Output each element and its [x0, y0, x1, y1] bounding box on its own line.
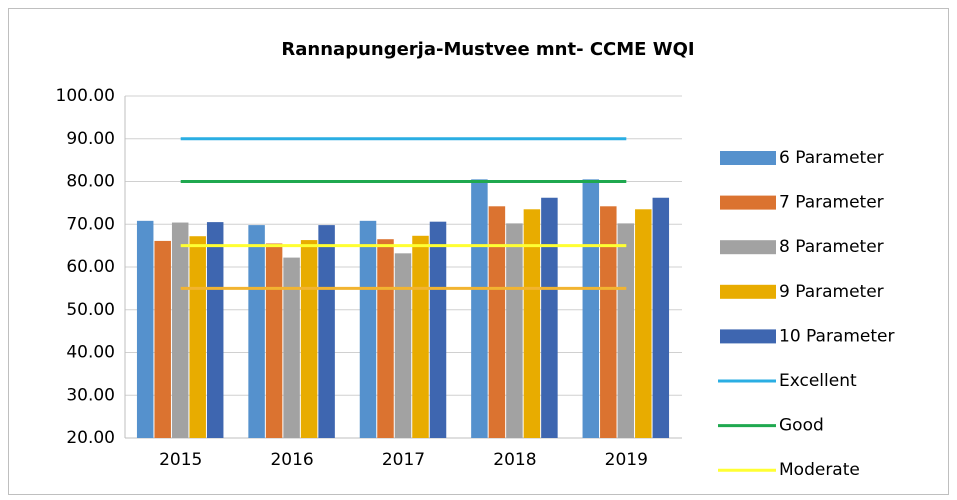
bar — [652, 197, 670, 438]
bar — [412, 235, 429, 438]
bar — [300, 240, 318, 438]
legend-label: Good — [779, 416, 824, 436]
y-tick-label: 30.00 — [66, 385, 115, 405]
x-tick-label: 2016 — [270, 450, 313, 470]
bar — [635, 209, 652, 438]
bar — [541, 197, 558, 438]
y-tick-label: 90.00 — [66, 129, 115, 149]
bar — [394, 253, 412, 438]
x-tick-label: 2017 — [382, 450, 425, 470]
bar — [206, 222, 224, 438]
bar — [359, 220, 377, 438]
legend-label: Moderate — [779, 460, 860, 480]
legend-swatch — [720, 329, 776, 344]
legend-label: 8 Parameter — [779, 237, 884, 257]
x-tick-label: 2015 — [159, 450, 202, 470]
y-tick-label: 20.00 — [66, 428, 115, 448]
bar — [471, 179, 488, 439]
legend-label: 7 Parameter — [779, 193, 884, 213]
y-tick-label: 50.00 — [66, 300, 115, 320]
bar — [318, 225, 335, 438]
bar — [523, 209, 541, 438]
bar — [488, 206, 506, 438]
legend-label: 10 Parameter — [779, 326, 894, 346]
bar — [506, 223, 523, 438]
y-tick-label: 100.00 — [56, 86, 115, 106]
bar — [136, 220, 154, 438]
bar — [429, 221, 447, 438]
x-tick-label: 2018 — [493, 450, 536, 470]
bar — [283, 257, 300, 438]
x-tick-label: 2019 — [605, 450, 648, 470]
legend-swatch — [720, 284, 776, 299]
bar — [617, 223, 635, 438]
legend-label: 6 Parameter — [779, 148, 884, 168]
y-tick-label: 80.00 — [66, 172, 115, 192]
bar — [582, 179, 600, 439]
bar — [189, 236, 206, 438]
y-tick-label: 60.00 — [66, 257, 115, 277]
legend-label: 9 Parameter — [779, 282, 884, 302]
legend-swatch — [720, 151, 776, 165]
legend-swatch — [720, 195, 776, 210]
bar — [154, 240, 171, 438]
bar — [171, 222, 189, 438]
bar — [265, 243, 283, 438]
chart-title: Rannapungerja-Mustvee mnt- CCME WQI — [281, 39, 694, 60]
y-tick-label: 70.00 — [66, 214, 115, 234]
bar — [377, 239, 394, 438]
bar — [248, 225, 265, 438]
bar — [600, 206, 617, 438]
legend-label: Excellent — [779, 371, 857, 391]
legend-swatch — [720, 240, 776, 255]
y-tick-label: 40.00 — [66, 343, 115, 363]
